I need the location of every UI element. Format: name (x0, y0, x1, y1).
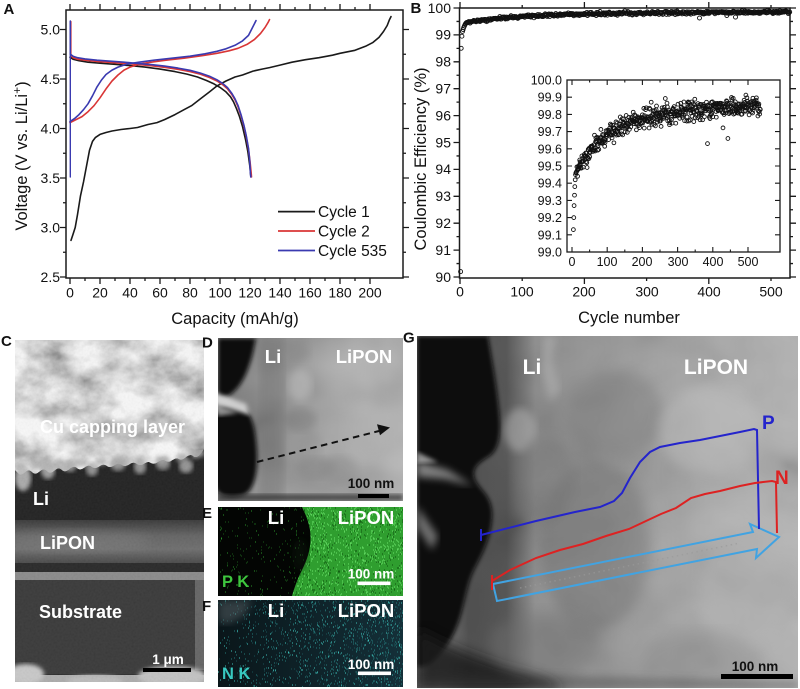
svg-text:99.3: 99.3 (538, 194, 562, 208)
svg-text:LiPON: LiPON (338, 507, 395, 528)
svg-text:99.8: 99.8 (538, 108, 562, 122)
svg-text:LiPON: LiPON (40, 533, 95, 553)
svg-text:60: 60 (152, 285, 168, 301)
svg-text:Capacity (mAh/g): Capacity (mAh/g) (171, 310, 298, 328)
svg-text:95: 95 (435, 134, 451, 150)
svg-text:100: 100 (597, 255, 618, 269)
svg-text:LiPON: LiPON (338, 600, 395, 621)
svg-text:400: 400 (703, 255, 724, 269)
svg-text:99.6: 99.6 (538, 142, 562, 156)
svg-text:300: 300 (668, 255, 689, 269)
svg-text:E: E (202, 505, 212, 522)
svg-text:160: 160 (298, 285, 322, 301)
svg-text:B: B (411, 0, 422, 17)
svg-text:80: 80 (182, 285, 198, 301)
svg-text:0: 0 (456, 284, 464, 300)
svg-text:96: 96 (435, 107, 451, 123)
svg-text:99.9: 99.9 (538, 91, 562, 105)
svg-text:92: 92 (435, 215, 451, 231)
svg-text:97: 97 (435, 81, 451, 97)
svg-text:99.7: 99.7 (538, 125, 562, 139)
svg-text:Substrate: Substrate (39, 602, 122, 622)
svg-text:200: 200 (358, 285, 382, 301)
svg-text:99.0: 99.0 (538, 246, 562, 260)
svg-text:4.5: 4.5 (41, 71, 61, 87)
svg-text:99.2: 99.2 (538, 211, 562, 225)
svg-text:91: 91 (435, 242, 451, 258)
svg-text:200: 200 (572, 284, 596, 300)
svg-text:5.0: 5.0 (41, 21, 61, 37)
svg-text:3.0: 3.0 (41, 219, 61, 235)
svg-text:2.5: 2.5 (41, 269, 61, 285)
svg-text:Coulombic Efficiency (%): Coulombic Efficiency (%) (412, 67, 430, 250)
svg-text:99.1: 99.1 (538, 228, 562, 242)
svg-text:180: 180 (328, 285, 352, 301)
svg-text:20: 20 (92, 285, 108, 301)
svg-text:40: 40 (122, 285, 138, 301)
svg-text:100 nm: 100 nm (348, 476, 395, 491)
svg-text:Cycle 1: Cycle 1 (318, 204, 370, 221)
svg-text:500: 500 (738, 255, 759, 269)
svg-text:Cycle 2: Cycle 2 (318, 223, 370, 240)
svg-text:100: 100 (208, 285, 232, 301)
svg-text:0: 0 (66, 285, 74, 301)
svg-text:Cycle number: Cycle number (578, 309, 680, 327)
svg-text:G: G (403, 330, 415, 347)
svg-text:4.0: 4.0 (41, 120, 61, 136)
svg-text:Li: Li (268, 507, 284, 528)
svg-text:98: 98 (435, 54, 451, 70)
svg-text:Li: Li (265, 346, 281, 367)
svg-text:F: F (202, 598, 211, 615)
svg-text:94: 94 (435, 161, 451, 177)
svg-text:A: A (4, 1, 15, 18)
svg-text:100.0: 100.0 (531, 74, 562, 88)
svg-text:3.5: 3.5 (41, 170, 61, 186)
svg-text:LiPON: LiPON (684, 356, 748, 379)
svg-text:90: 90 (435, 269, 451, 285)
svg-text:0: 0 (569, 255, 576, 269)
svg-text:Li: Li (268, 600, 284, 621)
svg-text:100 nm: 100 nm (348, 567, 395, 582)
svg-text:100 nm: 100 nm (348, 657, 395, 672)
svg-text:N K: N K (222, 665, 251, 683)
svg-text:N: N (775, 468, 789, 489)
svg-text:100: 100 (510, 284, 534, 300)
svg-text:P: P (762, 413, 775, 434)
svg-text:400: 400 (697, 284, 721, 300)
svg-text:99.4: 99.4 (538, 177, 562, 191)
svg-text:100: 100 (428, 0, 452, 16)
svg-text:Cu capping layer: Cu capping layer (40, 417, 185, 437)
svg-text:140: 140 (268, 285, 292, 301)
svg-text:LiPON: LiPON (336, 346, 393, 367)
svg-text:1 μm: 1 μm (152, 652, 184, 667)
svg-text:120: 120 (238, 285, 262, 301)
svg-text:99: 99 (435, 27, 451, 43)
svg-text:Li: Li (33, 489, 49, 509)
svg-text:500: 500 (759, 284, 783, 300)
svg-text:99.5: 99.5 (538, 160, 562, 174)
svg-text:Cycle 535: Cycle 535 (318, 243, 387, 260)
svg-text:C: C (1, 333, 12, 350)
svg-text:200: 200 (632, 255, 653, 269)
svg-text:Li: Li (523, 356, 542, 379)
svg-text:100 nm: 100 nm (732, 659, 779, 674)
svg-text:Voltage (V vs. Li/Li+): Voltage (V vs. Li/Li+) (10, 81, 31, 230)
svg-text:P K: P K (222, 573, 249, 591)
svg-text:D: D (202, 335, 213, 352)
svg-text:300: 300 (635, 284, 659, 300)
svg-text:93: 93 (435, 188, 451, 204)
